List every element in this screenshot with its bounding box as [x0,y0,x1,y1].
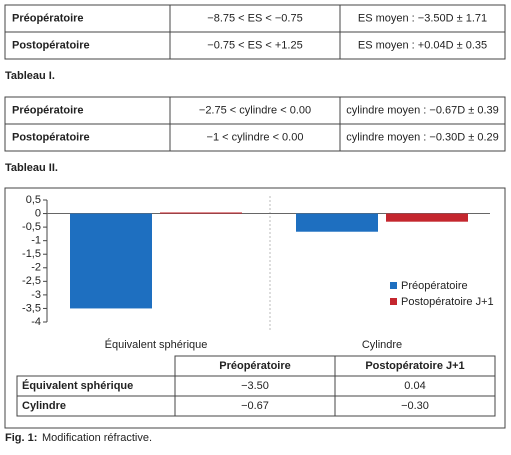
row-header: Équivalent sphérique [22,379,133,392]
table-value: cylindre moyen : −0.30D ± 0.29 [346,131,498,143]
legend-swatch [390,298,397,305]
table-value: −0.30 [401,400,429,412]
x-tick-label: Équivalent sphérique [105,338,208,351]
table-value: ES moyen : +0.04D ± 0.35 [358,39,487,51]
y-tick-label: -3,5 [22,302,41,314]
bar [70,213,152,309]
row-header: Postopératoire [12,131,90,143]
bar [296,213,378,232]
legend-label: Postopératoire J+1 [401,296,494,308]
table-value: −1 < cylindre < 0.00 [207,131,304,143]
x-tick-label: Cylindre [362,339,402,351]
y-tick-label: -0,5 [22,221,41,233]
y-tick-label: -4 [31,316,41,328]
figure-frame [4,187,506,429]
column-header: Préopératoire [219,360,291,372]
legend-swatch [390,282,397,289]
table-value: −3.50 [241,380,269,392]
table-cell [334,395,496,417]
bar [386,213,468,222]
y-tick-label: -1 [31,235,41,247]
table-value: ES moyen : −3.50D ± 1.71 [358,12,487,24]
y-tick-label: -2,5 [22,275,41,287]
column-header: Postopératoire J+1 [365,360,464,372]
table-caption: Tableau II. [5,162,58,174]
table-value: −0.75 < ES < +1.25 [207,39,302,51]
table-value: 0.04 [404,380,425,392]
row-header: Préopératoire [12,12,84,24]
caption-label: Fig. 1: [5,432,37,444]
row-header: Cylindre [22,400,66,412]
caption-text: Modification réfractive. [42,432,152,444]
y-tick-label: -2 [31,262,41,274]
row-header: Postopératoire [12,39,90,51]
bar [160,212,242,214]
legend-label: Préopératoire [401,280,468,292]
y-tick-label: -3 [31,289,41,301]
table-value: −8.75 < ES < −0.75 [207,12,302,24]
table-value: −2.75 < cylindre < 0.00 [199,104,311,116]
table-cell [339,123,506,152]
y-tick-label: 0 [35,207,41,219]
table-caption: Tableau I. [5,70,55,82]
table-value: cylindre moyen : −0.67D ± 0.39 [346,104,498,116]
table-value: −0.67 [241,400,269,412]
y-tick-label: -1,5 [22,248,41,260]
y-tick-label: 0,5 [26,194,41,206]
row-header: Préopératoire [12,104,84,116]
table-cell [339,31,506,60]
